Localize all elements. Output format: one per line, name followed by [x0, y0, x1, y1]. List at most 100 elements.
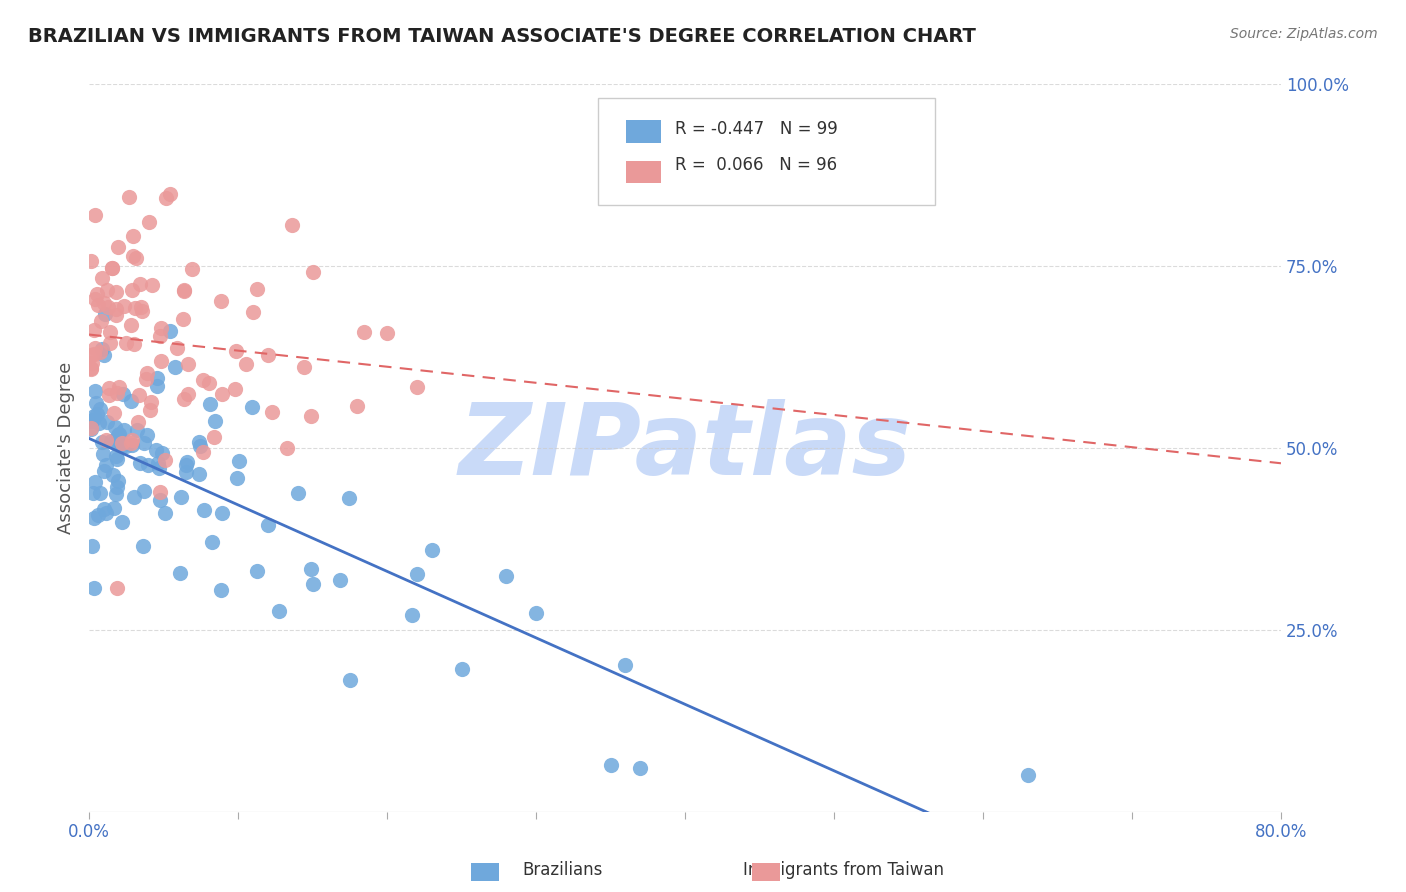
Point: [155, 190, 177, 204]
Point: [103, 500, 125, 515]
Point: [163, 359, 186, 374]
Point: [125, 252, 148, 266]
Point: [121, 229, 143, 244]
Point: [114, 439, 136, 453]
Point: [82, 356, 104, 370]
Point: [129, 300, 152, 314]
Point: [599, 758, 621, 772]
Point: [125, 423, 148, 437]
Point: [134, 483, 156, 498]
Point: [145, 442, 167, 457]
Text: R =  0.066   N = 96: R = 0.066 N = 96: [675, 156, 837, 174]
Text: Immigrants from Taiwan: Immigrants from Taiwan: [744, 861, 943, 879]
Point: [79, 254, 101, 268]
Point: [86, 407, 108, 421]
Point: [191, 445, 214, 459]
Point: [146, 456, 169, 470]
Point: [301, 265, 323, 279]
Point: [267, 604, 290, 618]
Point: [84, 292, 107, 306]
Point: [201, 535, 224, 549]
Point: [98, 325, 121, 339]
Point: [84, 396, 107, 410]
Point: [105, 487, 128, 501]
Point: [83, 323, 105, 337]
Point: [173, 285, 195, 299]
Point: [111, 439, 134, 453]
Point: [105, 451, 128, 466]
Point: [149, 328, 172, 343]
Point: [83, 475, 105, 489]
Point: [98, 335, 121, 350]
Point: [107, 474, 129, 488]
Point: [107, 240, 129, 254]
Point: [339, 673, 361, 688]
Point: [104, 302, 127, 317]
Text: Source: ZipAtlas.com: Source: ZipAtlas.com: [1230, 27, 1378, 41]
Point: [346, 399, 368, 413]
Point: [172, 312, 194, 326]
Point: [614, 658, 637, 673]
Point: [90, 434, 112, 449]
Point: [173, 392, 195, 407]
Point: [107, 427, 129, 442]
Point: [93, 464, 115, 478]
Point: [405, 380, 427, 394]
Point: [287, 485, 309, 500]
Point: [80, 540, 103, 554]
Point: [90, 342, 112, 356]
Point: [169, 566, 191, 580]
Point: [101, 260, 124, 275]
Point: [188, 439, 211, 453]
Point: [108, 426, 131, 441]
Point: [84, 341, 107, 355]
Point: [292, 360, 315, 375]
Point: [89, 402, 111, 417]
Point: [150, 354, 173, 368]
Point: [115, 336, 138, 351]
Point: [337, 491, 360, 505]
Point: [91, 447, 114, 461]
Point: [188, 467, 211, 481]
Point: [105, 581, 128, 595]
Point: [93, 348, 115, 362]
Point: [176, 458, 198, 473]
Point: [105, 309, 128, 323]
Point: [225, 343, 247, 358]
Point: [138, 403, 160, 417]
Point: [96, 283, 118, 297]
Point: [96, 415, 118, 429]
Point: [420, 543, 443, 558]
Point: [170, 490, 193, 504]
Point: [132, 539, 155, 553]
Point: [111, 515, 134, 529]
Point: [257, 348, 280, 362]
Point: [104, 420, 127, 434]
Point: [83, 409, 105, 423]
Point: [176, 465, 198, 479]
Point: [80, 361, 103, 376]
Point: [124, 490, 146, 504]
Point: [90, 313, 112, 327]
Point: [79, 422, 101, 436]
Point: [159, 187, 181, 202]
Point: [257, 518, 280, 533]
Point: [150, 446, 173, 460]
Point: [211, 506, 233, 520]
Point: [94, 307, 117, 321]
Point: [299, 409, 322, 423]
Point: [97, 300, 120, 314]
Point: [93, 296, 115, 310]
Point: [136, 428, 159, 442]
Point: [83, 384, 105, 398]
Point: [97, 381, 120, 395]
Point: [141, 278, 163, 293]
Point: [246, 282, 269, 296]
Point: [1017, 768, 1039, 782]
Point: [401, 607, 423, 622]
Point: [177, 357, 200, 371]
Point: [353, 325, 375, 339]
Point: [121, 283, 143, 297]
Point: [112, 387, 135, 401]
Point: [104, 285, 127, 300]
